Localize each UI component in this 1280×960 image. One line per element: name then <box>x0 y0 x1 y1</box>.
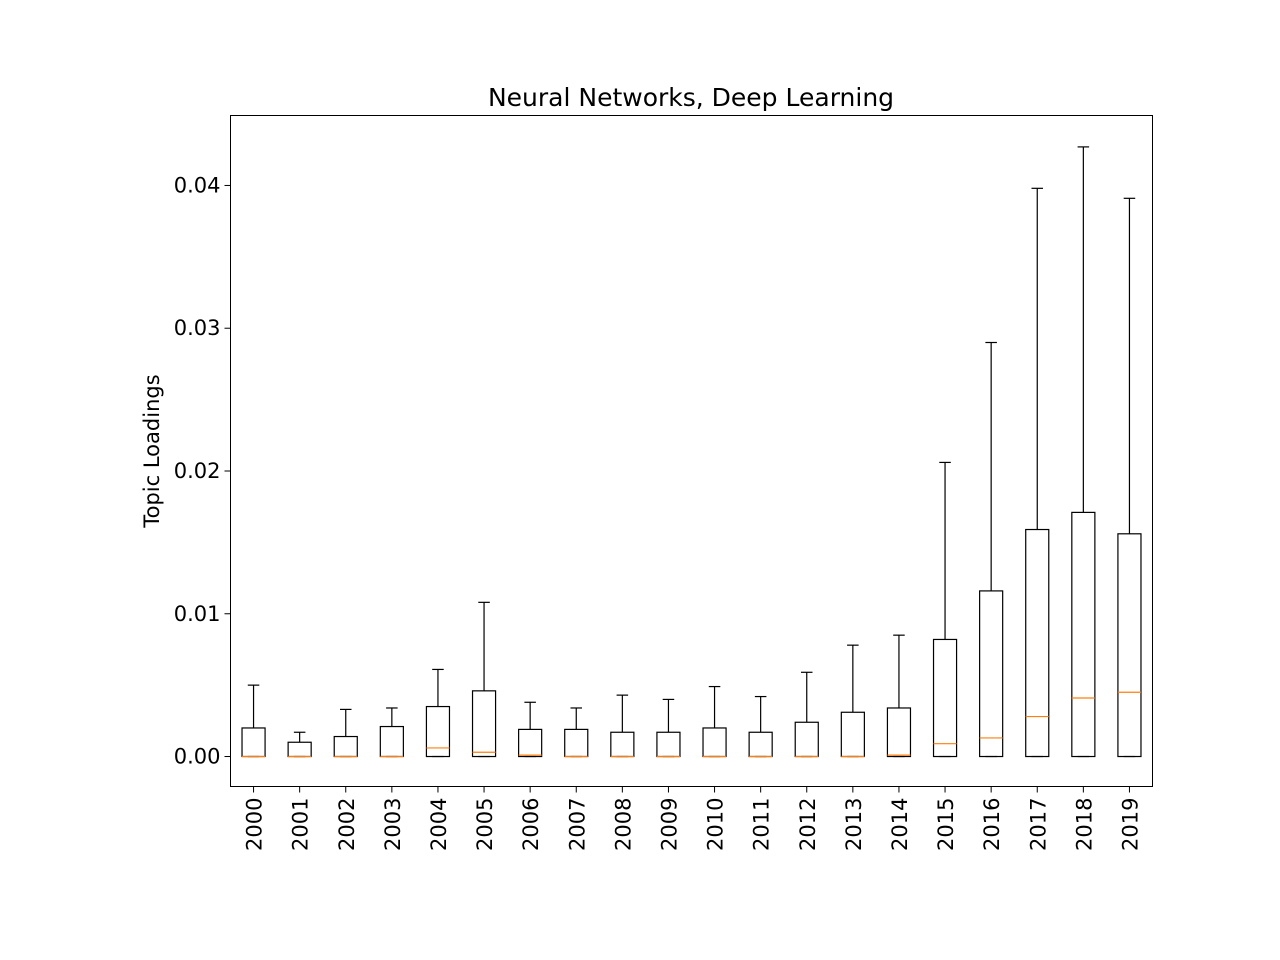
y-tick-label: 0.02 <box>174 459 221 483</box>
y-tick-label: 0.03 <box>174 316 221 340</box>
x-tick-label: 2003 <box>381 798 405 851</box>
box-2011 <box>748 695 773 758</box>
x-tick-label: 2008 <box>611 798 635 851</box>
box-2004 <box>425 668 451 758</box>
x-tick-label: 2002 <box>335 798 359 851</box>
y-tick-label: 0.04 <box>174 173 221 197</box>
x-tick-label: 2004 <box>427 798 451 851</box>
y-tick-label: 0.01 <box>174 602 221 626</box>
x-tick-label: 2012 <box>796 798 820 851</box>
y-axis-label: Topic Loadings <box>140 374 164 528</box>
y-tick-label: 0.00 <box>174 745 221 769</box>
box-iqr <box>471 690 497 758</box>
x-axis: 2000 2001 2002 2003 2004 2005 2006 2007 2008 2009… <box>243 786 1142 851</box>
box-2006 <box>518 701 543 758</box>
box-2018 <box>1071 146 1096 758</box>
x-tick-label: 2014 <box>888 798 912 851</box>
x-tick-label: 2006 <box>519 798 543 851</box>
box-2003 <box>379 707 404 758</box>
box-2007 <box>564 707 589 758</box>
x-tick-label: 2010 <box>704 798 728 851</box>
box-2016 <box>979 341 1004 758</box>
box-2013 <box>840 644 865 758</box>
box-2010 <box>702 685 727 758</box>
box-iqr <box>886 707 912 758</box>
box-2005 <box>471 601 497 758</box>
y-axis: 0.00 0.01 0.02 0.03 0.04 <box>174 173 231 769</box>
x-tick-label: 2009 <box>657 798 681 851</box>
box-2000 <box>241 684 266 758</box>
box-iqr <box>425 705 451 758</box>
box-iqr <box>518 728 543 758</box>
x-tick-label: 2018 <box>1072 798 1096 851</box>
box-iqr <box>979 590 1004 758</box>
box-2002 <box>333 708 358 758</box>
x-tick-label: 2005 <box>473 798 497 851</box>
box-2019 <box>1117 197 1142 758</box>
box-iqr <box>1117 533 1142 758</box>
box-2001 <box>287 731 312 758</box>
box-2008 <box>610 694 635 758</box>
x-tick-label: 2019 <box>1118 798 1142 851</box>
x-tick-label: 2017 <box>1026 798 1050 851</box>
x-tick-label: 2015 <box>934 798 958 851</box>
box-iqr <box>1025 528 1050 758</box>
plot-area-frame <box>230 115 1153 787</box>
x-tick-label: 2000 <box>243 798 267 851</box>
x-tick-label: 2011 <box>750 798 774 851</box>
chart-title: Neural Networks, Deep Learning <box>488 83 894 112</box>
box-2012 <box>794 671 819 758</box>
x-tick-label: 2013 <box>842 798 866 851</box>
box-iqr <box>932 638 958 758</box>
box-iqr <box>1071 511 1096 758</box>
box-2014 <box>886 634 912 758</box>
box-2015 <box>932 461 958 758</box>
box-2017 <box>1025 187 1050 758</box>
x-tick-label: 2016 <box>980 798 1004 851</box>
box-2009 <box>656 698 681 758</box>
box-series <box>241 146 1142 758</box>
x-tick-label: 2007 <box>565 798 589 851</box>
x-tick-label: 2001 <box>289 798 313 851</box>
